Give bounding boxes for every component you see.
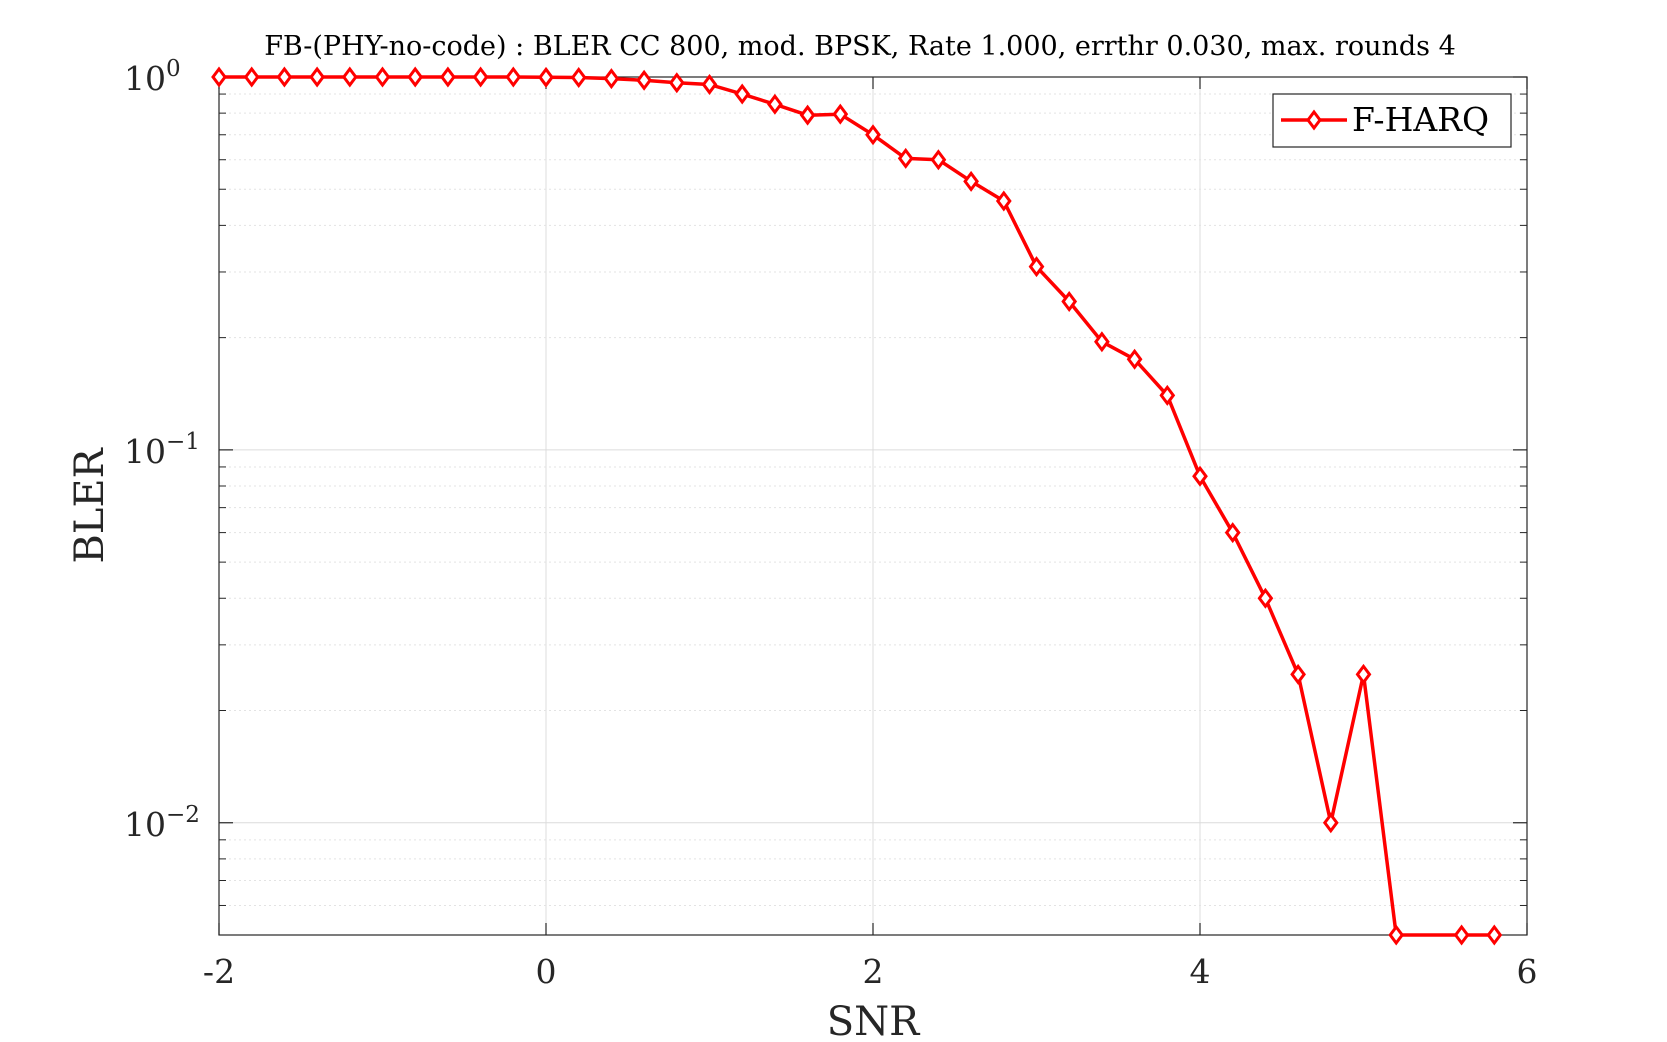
data-point-marker — [1257, 587, 1274, 609]
data-point-marker — [603, 68, 620, 90]
y-axis-label: BLER — [67, 446, 113, 563]
data-point-marker — [1355, 663, 1372, 685]
data-point-marker — [963, 170, 979, 192]
data-point-marker — [570, 66, 587, 88]
x-tick-label: 2 — [863, 952, 884, 991]
x-axis-label: SNR — [827, 999, 921, 1042]
data-point-marker — [1126, 348, 1143, 370]
data-point-marker — [1159, 384, 1176, 406]
data-point-marker — [734, 83, 751, 105]
x-tick-label: 0 — [536, 952, 557, 991]
y-tick-label: 10−1 — [124, 429, 200, 471]
data-point-marker — [211, 66, 227, 88]
x-tick-labels: -2 0 2 4 6 — [203, 952, 1538, 991]
data-point-marker — [1094, 331, 1110, 353]
data-point-marker — [767, 93, 783, 115]
data-point-marker — [407, 66, 424, 88]
data-point-marker — [865, 124, 881, 146]
data-point-marker — [1322, 812, 1339, 834]
data-point-marker — [341, 66, 358, 88]
data-point-marker — [1388, 924, 1405, 946]
data-point-marker — [243, 66, 260, 88]
data-point-marker — [538, 66, 554, 88]
data-point-marker — [668, 72, 685, 94]
data-point-marker — [440, 66, 456, 88]
data-point-marker — [374, 66, 391, 88]
data-point-marker — [701, 73, 718, 95]
data-point-marker — [1061, 290, 1078, 312]
data-point-marker — [897, 147, 914, 169]
data-point-marker — [1224, 522, 1241, 544]
y-tick-label: 100 — [124, 56, 181, 98]
data-point-marker — [276, 66, 293, 88]
data-point-marker — [309, 66, 325, 88]
y-tick-labels: 100 10−1 10−2 — [124, 56, 200, 844]
x-tick-label: 6 — [1517, 952, 1538, 991]
data-point-marker — [1486, 924, 1503, 946]
chart-title: FB-(PHY-no-code) : BLER CC 800, mod. BPS… — [264, 31, 1456, 62]
legend-diamond-marker — [1306, 109, 1322, 131]
data-point-marker — [832, 103, 849, 125]
data-point-marker — [1028, 256, 1045, 278]
legend-label-f-harq: F-HARQ — [1352, 100, 1489, 139]
data-point-marker — [505, 66, 522, 88]
data-point-marker — [636, 69, 652, 91]
legend: F-HARQ — [1272, 93, 1512, 148]
x-tick-label: -2 — [203, 952, 235, 991]
y-tick-label: 10−2 — [124, 802, 200, 844]
x-tick-label: 4 — [1190, 952, 1211, 991]
data-point-marker — [472, 66, 489, 88]
data-point-marker — [930, 149, 947, 171]
data-point-marker — [1453, 924, 1470, 946]
data-point-marker — [995, 190, 1012, 212]
data-point-marker — [1290, 663, 1306, 685]
data-point-marker — [1192, 465, 1208, 487]
data-point-marker — [799, 104, 816, 126]
series-layer — [211, 66, 1503, 946]
